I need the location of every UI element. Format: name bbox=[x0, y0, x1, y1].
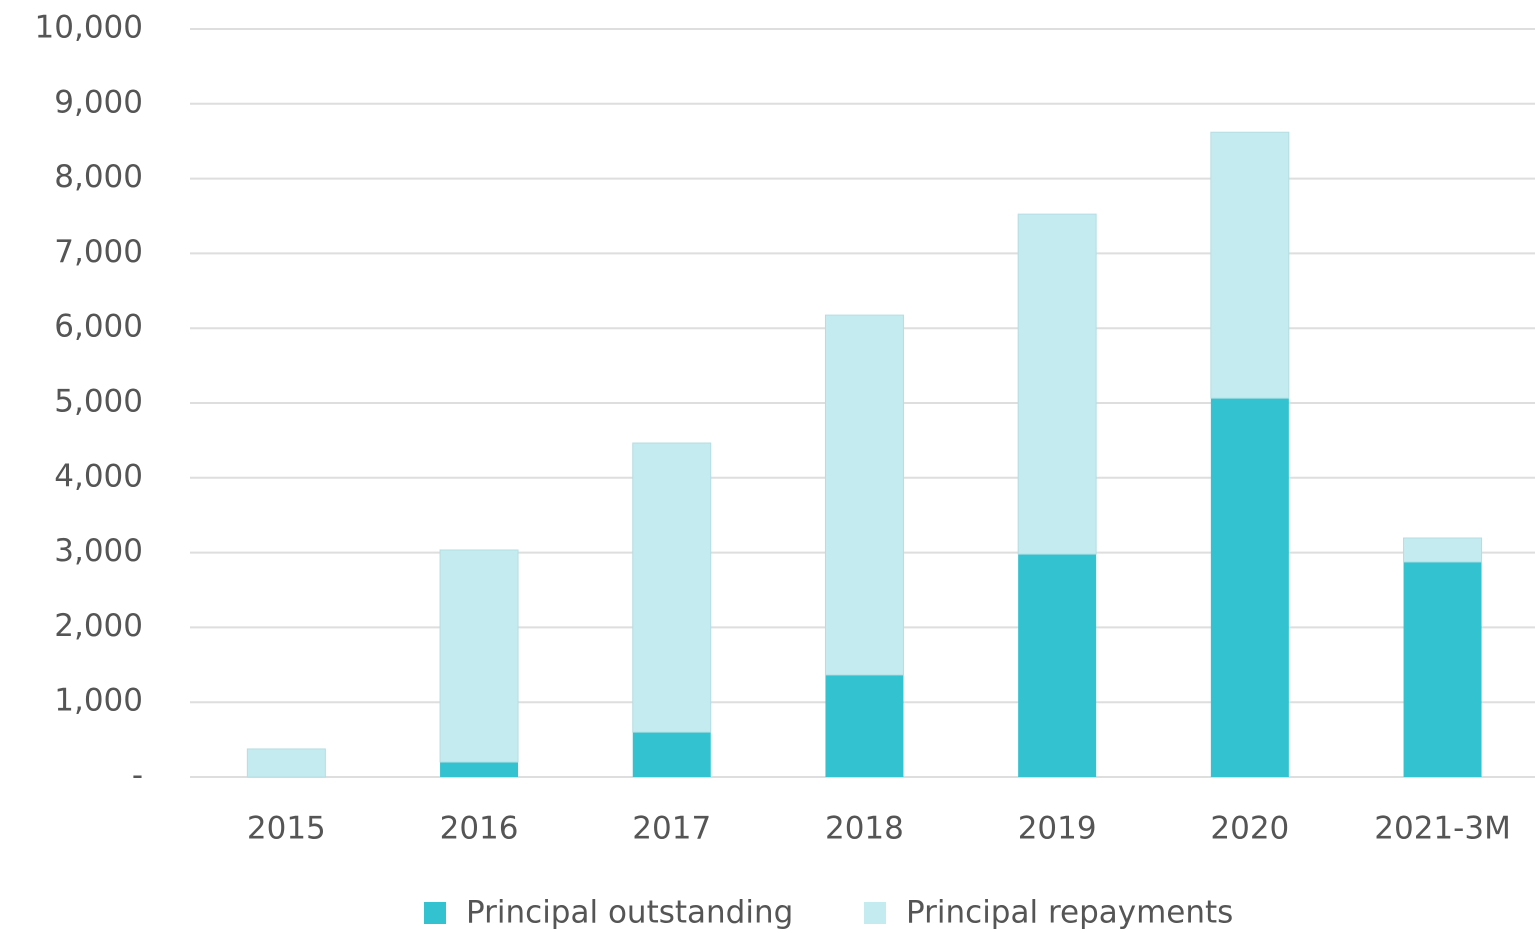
bar-segment bbox=[1403, 537, 1483, 563]
bar-segment bbox=[825, 674, 904, 777]
bar-segment bbox=[439, 549, 519, 763]
y-tick-label: 7,000 bbox=[54, 234, 143, 270]
y-tick-label: 1,000 bbox=[54, 683, 143, 719]
x-tick-label: 2020 bbox=[1210, 811, 1289, 847]
y-tick-label: 5,000 bbox=[54, 384, 143, 420]
bar-segment bbox=[824, 314, 904, 676]
y-tick-label: 10,000 bbox=[35, 10, 143, 46]
y-tick-label: 2,000 bbox=[54, 608, 143, 644]
y-tick-label: 9,000 bbox=[54, 84, 143, 120]
y-tick-label: 4,000 bbox=[54, 458, 143, 494]
bar-segment bbox=[1403, 561, 1482, 777]
legend-label: Principal repayments bbox=[906, 895, 1233, 931]
legend-swatch bbox=[424, 902, 446, 924]
bar-segment bbox=[246, 748, 326, 778]
bar-segment bbox=[632, 732, 711, 777]
bar-segment bbox=[440, 762, 519, 777]
legend-label: Principal outstanding bbox=[466, 895, 793, 931]
y-tick-label: 8,000 bbox=[54, 159, 143, 195]
x-tick-label: 2016 bbox=[440, 811, 519, 847]
y-tick-label: - bbox=[132, 758, 143, 794]
bar-segment bbox=[1017, 213, 1097, 555]
y-tick-label: 6,000 bbox=[54, 309, 143, 345]
bar-segment bbox=[632, 442, 712, 733]
legend-swatch bbox=[864, 902, 886, 924]
x-tick-label: 2019 bbox=[1018, 811, 1097, 847]
bar-segment bbox=[1210, 131, 1290, 399]
bar-segment bbox=[1210, 398, 1289, 777]
x-tick-label: 2017 bbox=[632, 811, 711, 847]
bar-segment bbox=[1018, 554, 1097, 777]
x-tick-label: 2021-3M bbox=[1374, 811, 1511, 847]
x-tick-label: 2015 bbox=[247, 811, 326, 847]
x-tick-label: 2018 bbox=[825, 811, 904, 847]
y-tick-label: 3,000 bbox=[54, 533, 143, 569]
